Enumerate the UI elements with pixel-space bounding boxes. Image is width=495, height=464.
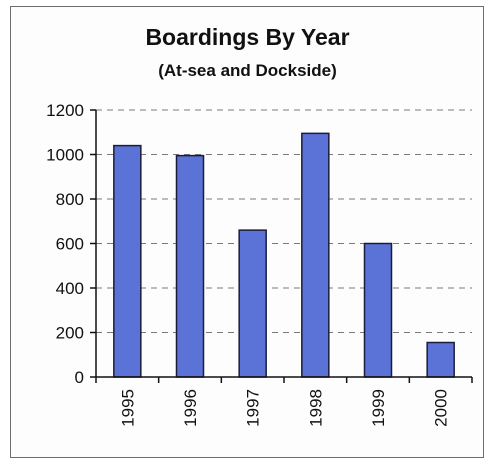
bar-1998	[301, 132, 330, 378]
y-tick-label: 0	[75, 368, 84, 387]
bar-series	[113, 132, 455, 378]
grid-lines	[96, 109, 472, 333]
bar-1999	[363, 242, 393, 378]
y-tick-label: 1200	[46, 101, 84, 120]
bar-1996	[175, 154, 205, 378]
y-tick-label: 600	[56, 235, 84, 254]
x-tick-label-1995: 1995	[118, 389, 137, 427]
y-tick-label: 800	[56, 190, 84, 209]
y-tick-label: 400	[56, 279, 84, 298]
bar-1995	[113, 144, 142, 378]
bar-2000	[426, 341, 455, 378]
y-tick-label: 200	[56, 324, 84, 343]
x-tick-label-1996: 1996	[181, 389, 200, 427]
chart-subtitle: (At-sea and Dockside)	[158, 61, 337, 80]
x-tick-label-2000: 2000	[432, 389, 451, 427]
axes	[90, 109, 473, 383]
y-tick-labels: 0 200 400 600 800 1000 1200	[46, 101, 84, 387]
bar-1997	[238, 229, 267, 378]
x-tick-label-1998: 1998	[306, 389, 325, 427]
y-tick-label: 1000	[46, 146, 84, 165]
x-tick-label-1999: 1999	[369, 389, 388, 427]
x-tick-label-1997: 1997	[244, 389, 263, 427]
chart-title: Boardings By Year	[145, 24, 350, 50]
x-tick-labels: 1995 1996 1997 1998 1999 2000	[118, 389, 450, 427]
